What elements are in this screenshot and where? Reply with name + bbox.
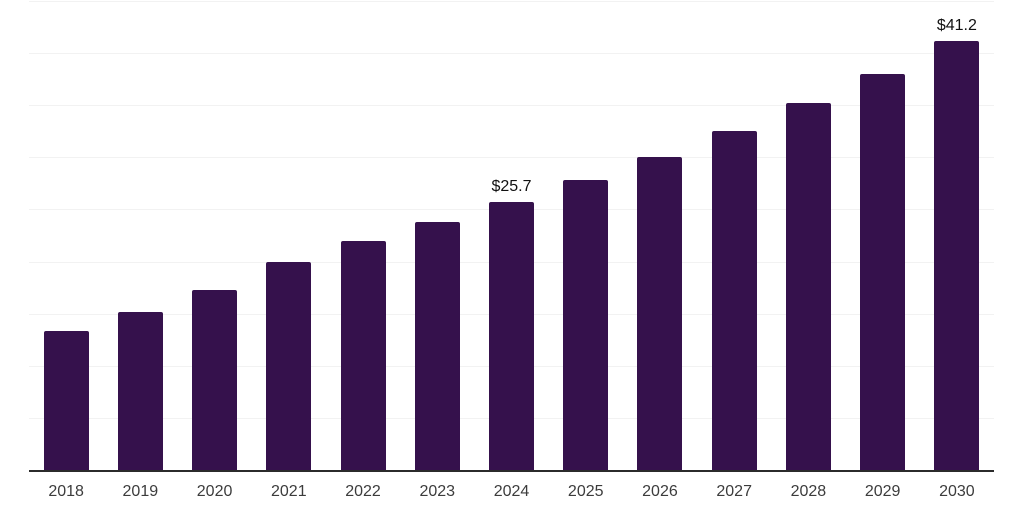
bar-2030	[934, 40, 980, 470]
x-tick-label-2030: 2030	[939, 483, 975, 500]
x-tick-label-2028: 2028	[790, 483, 827, 500]
data-label-2024: $25.7	[491, 178, 532, 196]
gridline-40	[29, 53, 994, 55]
gridline-30	[29, 157, 994, 159]
gridline-45	[29, 1, 994, 2]
bar-2021	[266, 261, 312, 470]
x-tick-label-2023: 2023	[419, 483, 456, 500]
bar-2026	[637, 157, 683, 470]
x-tick-label-2019: 2019	[122, 483, 159, 500]
gridline-35	[29, 105, 994, 107]
bar-2025	[563, 180, 609, 470]
x-tick-label-2024: 2024	[493, 483, 530, 500]
x-tick-label-2021: 2021	[271, 483, 307, 500]
bar-2022	[340, 240, 386, 470]
x-tick-label-2029: 2029	[864, 483, 901, 500]
x-tick-label-2018: 2018	[48, 483, 84, 500]
x-tick-label-2022: 2022	[345, 483, 381, 500]
x-tick-label-2025: 2025	[567, 483, 604, 500]
data-label-2030: $41.2	[936, 16, 977, 34]
bar-2018	[43, 331, 89, 470]
bar-2019	[117, 311, 163, 470]
x-tick-label-2026: 2026	[642, 483, 678, 500]
x-tick-label-2020: 2020	[196, 483, 233, 500]
x-axis-line	[29, 470, 994, 472]
x-tick-label-2027: 2027	[716, 483, 752, 500]
bar-2020	[192, 289, 238, 470]
bar-2029	[860, 73, 906, 470]
bar-2027	[711, 131, 757, 470]
bar-2024	[489, 202, 534, 470]
bar-2023	[414, 221, 460, 470]
bar-2028	[785, 103, 831, 470]
